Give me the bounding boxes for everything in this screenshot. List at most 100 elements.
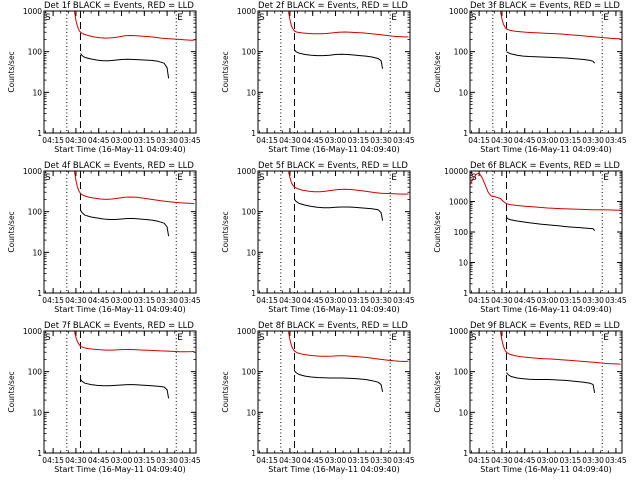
start-marker-label: S (259, 13, 265, 23)
chart-title: Det 7f BLACK = Events, RED = LLD (44, 321, 194, 331)
y-tick-label: 1 (463, 129, 468, 138)
x-tick-label: 03:00 (537, 456, 559, 465)
x-tick-label: 03:30 (370, 296, 392, 305)
y-axis-label: Counts/sec (433, 51, 442, 92)
x-tick-label: 03:45 (605, 296, 627, 305)
x-tick-label: 03:45 (605, 136, 627, 145)
x-tick-label: 04:30 (491, 296, 513, 305)
chart-title: Det 8f BLACK = Events, RED = LLD (258, 321, 408, 331)
y-tick-label: 10 (458, 88, 468, 97)
y-axis-label: Counts/sec (433, 371, 442, 412)
y-tick-label: 1 (463, 449, 468, 458)
y-tick-label: 1000 (449, 327, 468, 336)
x-axis-label: Start Time (16-May-11 04:09:40) (480, 305, 611, 314)
chart-title: Det 1f BLACK = Events, RED = LLD (44, 1, 194, 11)
y-tick-label: 100 (28, 368, 43, 377)
detector-panel: Det 8f BLACK = Events, RED = LLD 1 10 100 10… (221, 321, 415, 474)
y-tick-label: 1000 (23, 167, 42, 176)
events-series-line (506, 217, 595, 231)
start-marker-label: S (471, 333, 477, 343)
x-tick-label: 04:15 (42, 296, 64, 305)
y-tick-label: 1000 (237, 7, 256, 16)
events-series-line (80, 378, 170, 399)
y-tick-label: 1000 (449, 7, 468, 16)
y-tick-label: 1 (37, 289, 42, 298)
y-tick-label: 10 (458, 408, 468, 417)
x-tick-label: 04:15 (256, 456, 278, 465)
x-tick-label: 03:30 (156, 136, 178, 145)
x-tick-label: 03:45 (393, 136, 415, 145)
y-axis-label: Counts/sec (7, 51, 16, 92)
plot-frame (43, 170, 197, 294)
start-marker-label: S (259, 173, 265, 183)
lld-series-line (499, 10, 621, 40)
y-tick-label: 10 (32, 248, 42, 257)
detector-panel: Det 1f BLACK = Events, RED = LLD 1 10 100 10… (7, 1, 201, 154)
y-tick-label: 100 (242, 48, 257, 57)
detector-panel: Det 2f BLACK = Events, RED = LLD 1 10 100 10… (221, 1, 415, 154)
chart-title: Det 2f BLACK = Events, RED = LLD (258, 1, 408, 11)
plot-frame (43, 10, 197, 134)
y-tick-label: 1 (251, 129, 256, 138)
plot-frame (469, 10, 623, 134)
x-tick-label: 03:15 (348, 456, 370, 465)
x-tick-label: 04:30 (65, 136, 87, 145)
end-marker-label: E (177, 333, 183, 343)
y-tick-label: 1 (37, 449, 42, 458)
start-marker-label: S (45, 333, 51, 343)
y-tick-label: 100 (242, 368, 257, 377)
x-tick-label: 03:15 (348, 136, 370, 145)
chart-title: Det 9f BLACK = Events, RED = LLD (470, 321, 620, 331)
x-tick-label: 03:15 (134, 296, 156, 305)
x-tick-label: 04:45 (88, 456, 110, 465)
start-marker-label: S (45, 173, 51, 183)
x-tick-label: 04:45 (302, 136, 324, 145)
x-tick-label: 03:00 (325, 136, 347, 145)
x-tick-label: 03:15 (348, 296, 370, 305)
plot-frame (257, 10, 411, 134)
y-axis-label: Counts/sec (7, 211, 16, 252)
x-tick-label: 03:00 (111, 136, 133, 145)
x-tick-label: 03:45 (393, 296, 415, 305)
detector-panel: Det 7f BLACK = Events, RED = LLD 1 10 100 10… (7, 321, 201, 474)
end-marker-label: E (603, 173, 609, 183)
detector-panel: Det 3f BLACK = Events, RED = LLD 1 10 100 10… (433, 1, 627, 154)
x-axis-label: Start Time (16-May-11 04:09:40) (268, 145, 399, 154)
y-axis-label: Counts/sec (221, 371, 230, 412)
x-tick-label: 04:45 (514, 136, 536, 145)
y-tick-label: 1 (251, 289, 256, 298)
y-tick-label: 1000 (237, 167, 256, 176)
x-tick-label: 03:30 (582, 296, 604, 305)
x-tick-label: 03:45 (179, 136, 201, 145)
x-tick-label: 04:45 (88, 136, 110, 145)
end-marker-label: E (391, 333, 397, 343)
y-tick-label: 1 (37, 129, 42, 138)
x-tick-label: 03:00 (537, 296, 559, 305)
end-marker-label: E (391, 13, 397, 23)
x-tick-label: 03:45 (605, 456, 627, 465)
events-series-line (294, 49, 384, 69)
lld-series-line (287, 10, 409, 38)
x-tick-label: 04:45 (302, 296, 324, 305)
lld-series-line (73, 10, 195, 41)
end-marker-label: E (177, 173, 183, 183)
chart-title: Det 5f BLACK = Events, RED = LLD (258, 161, 408, 171)
x-tick-label: 04:15 (42, 456, 64, 465)
start-marker-label: S (471, 13, 477, 23)
lld-series-line (499, 330, 621, 365)
y-tick-label: 100 (454, 368, 469, 377)
y-axis-label: Counts/sec (221, 51, 230, 92)
x-tick-label: 03:45 (179, 296, 201, 305)
x-tick-label: 03:00 (325, 296, 347, 305)
y-tick-label: 10 (246, 248, 256, 257)
start-marker-label: S (259, 333, 265, 343)
x-tick-label: 03:15 (560, 296, 582, 305)
plot-frame (469, 330, 623, 454)
events-series-line (294, 370, 384, 392)
detector-panel: Det 6f BLACK = Events, RED = LLD 1 10 100 10… (433, 161, 627, 314)
detector-panel: Det 4f BLACK = Events, RED = LLD 1 10 100 10… (7, 161, 201, 314)
x-tick-label: 03:30 (370, 136, 392, 145)
x-tick-label: 04:15 (256, 296, 278, 305)
y-tick-label: 10 (246, 88, 256, 97)
y-tick-label: 10 (458, 259, 468, 268)
